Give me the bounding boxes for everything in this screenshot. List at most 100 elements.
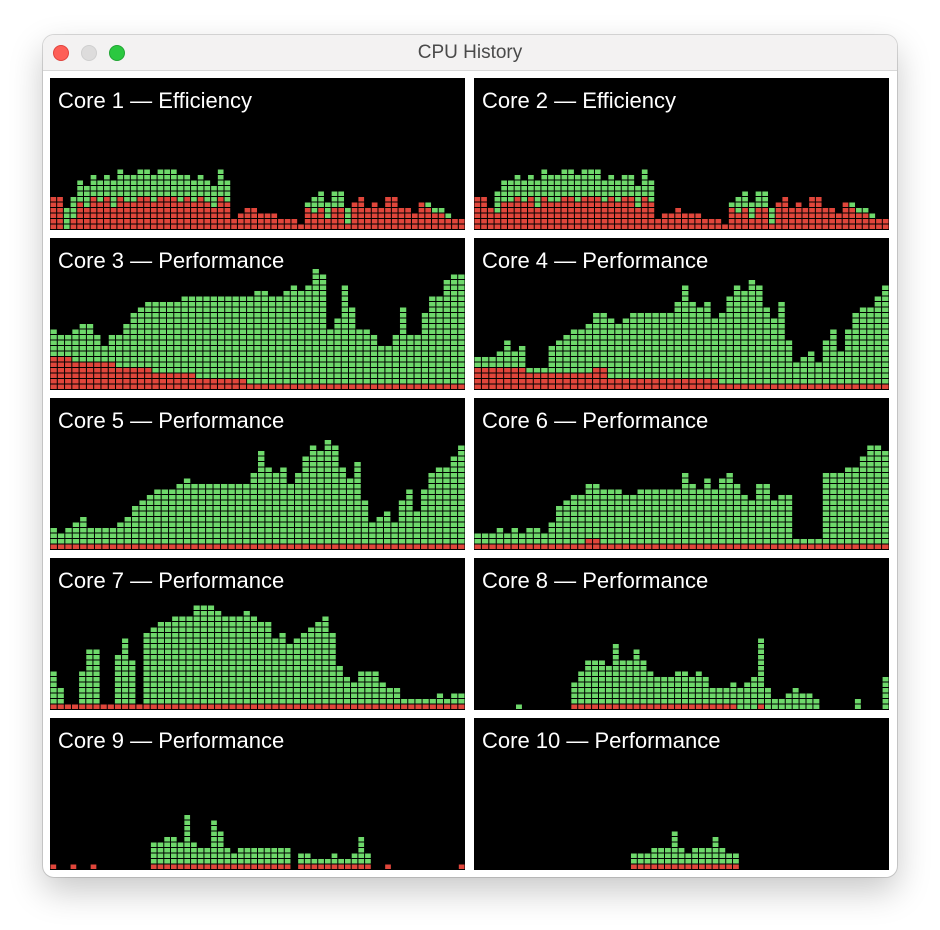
user-load-cell (146, 517, 154, 522)
system-load-cell (71, 704, 79, 709)
user-load-cell (186, 688, 193, 693)
user-load-cell (867, 357, 874, 362)
user-load-cell (682, 291, 689, 296)
user-load-cell (172, 671, 179, 676)
system-load-cell (682, 224, 688, 229)
user-load-cell (874, 478, 882, 483)
system-load-cell (90, 224, 97, 229)
system-load-cell (331, 219, 338, 224)
user-load-cell (174, 313, 181, 318)
user-load-cell (704, 302, 711, 307)
user-load-cell (652, 357, 659, 362)
system-load-cell (150, 224, 157, 229)
user-load-cell (129, 688, 136, 693)
user-load-cell (265, 489, 272, 494)
system-load-cell (615, 202, 621, 207)
user-load-cell (117, 169, 124, 174)
user-load-cell (193, 627, 200, 632)
user-load-cell (852, 473, 859, 478)
user-load-cell (644, 340, 652, 345)
user-load-cell (332, 511, 339, 516)
system-load-cell (648, 208, 655, 213)
close-button[interactable] (53, 45, 69, 61)
user-load-cell (704, 511, 711, 516)
user-load-cell (874, 506, 882, 511)
user-load-cell (284, 848, 291, 853)
user-load-cell (704, 373, 711, 378)
user-load-cell (592, 693, 598, 698)
user-load-cell (435, 478, 443, 483)
system-load-cell (224, 864, 231, 869)
minimize-button[interactable] (81, 45, 97, 61)
user-load-cell (675, 677, 681, 682)
user-load-cell (705, 853, 712, 858)
system-load-cell (370, 384, 378, 389)
user-load-cell (763, 368, 770, 373)
user-load-cell (711, 539, 719, 544)
user-load-cell (174, 351, 181, 356)
system-load-cell (164, 197, 170, 202)
user-load-cell (648, 186, 655, 191)
user-load-cell (640, 677, 647, 682)
user-load-cell (807, 373, 815, 378)
system-load-cell (191, 224, 197, 229)
system-load-cell (637, 864, 644, 869)
user-load-cell (414, 379, 421, 384)
system-load-cell (726, 384, 733, 389)
user-load-cell (169, 500, 176, 505)
system-load-cell (101, 368, 108, 373)
system-load-cell (312, 384, 319, 389)
user-load-cell (169, 539, 176, 544)
user-load-cell (170, 859, 177, 864)
system-load-cell (104, 208, 110, 213)
user-load-cell (852, 313, 859, 318)
user-load-cell (661, 677, 668, 682)
user-load-cell (458, 445, 465, 450)
user-load-cell (159, 362, 166, 367)
user-load-cell (239, 324, 247, 329)
user-load-cell (57, 688, 64, 693)
system-load-cell (605, 704, 612, 709)
system-load-cell (652, 379, 659, 384)
user-load-cell (726, 506, 733, 511)
user-load-cell (622, 500, 630, 505)
user-load-cell (518, 346, 526, 351)
system-load-cell (578, 379, 585, 384)
system-load-cell (615, 208, 621, 213)
user-load-cell (207, 671, 215, 676)
system-load-cell (276, 384, 283, 389)
user-load-cell (272, 677, 279, 682)
user-load-cell (200, 644, 207, 649)
user-load-cell (399, 307, 407, 312)
user-load-cell (302, 539, 309, 544)
user-load-cell (272, 500, 280, 505)
system-load-cell (345, 224, 351, 229)
user-load-cell (379, 682, 386, 687)
user-load-cell (458, 335, 465, 340)
zoom-button[interactable] (109, 45, 125, 61)
user-load-cell (346, 489, 354, 494)
user-load-cell (265, 682, 272, 687)
system-load-cell (145, 384, 152, 389)
user-load-cell (354, 528, 361, 533)
system-load-cell (378, 224, 385, 229)
user-load-cell (166, 357, 174, 362)
system-load-cell (224, 224, 231, 229)
user-load-cell (778, 704, 785, 709)
user-load-cell (600, 357, 607, 362)
user-load-cell (220, 500, 228, 505)
user-load-cell (302, 506, 309, 511)
system-load-cell (361, 544, 369, 549)
user-load-cell (689, 340, 696, 345)
user-load-cell (406, 511, 413, 516)
user-load-cell (336, 671, 343, 676)
user-load-cell (358, 671, 365, 676)
system-load-cell (94, 373, 101, 378)
user-load-cell (79, 693, 86, 698)
title-bar[interactable]: CPU History (43, 35, 897, 71)
system-load-cell (489, 373, 496, 378)
user-load-cell (615, 511, 622, 516)
system-load-cell (422, 704, 429, 709)
user-load-cell (652, 318, 659, 323)
system-load-cell (217, 384, 225, 389)
